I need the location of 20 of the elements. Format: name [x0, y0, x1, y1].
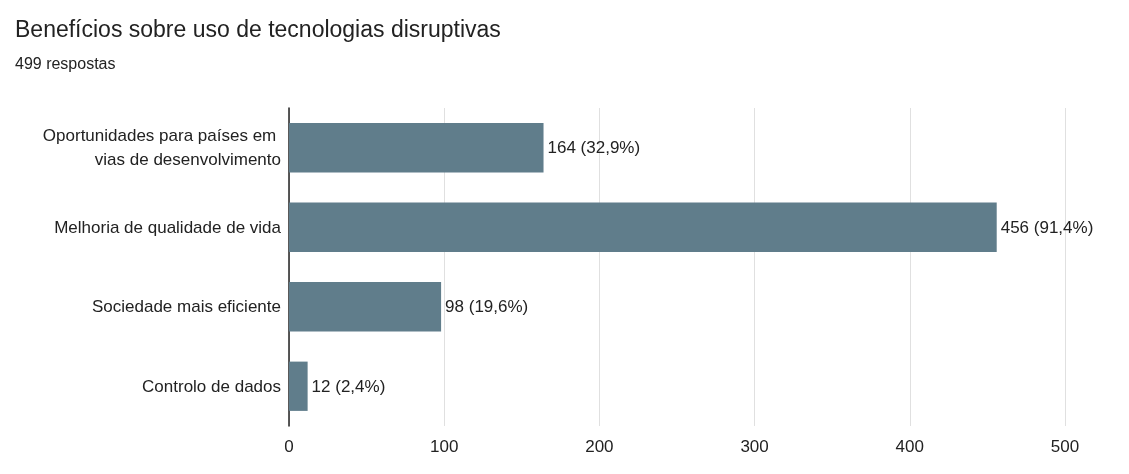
x-tick-label: 500 — [1050, 437, 1080, 456]
x-tick-label: 100 — [430, 437, 459, 456]
x-tick-label: 300 — [740, 437, 769, 456]
x-tick-label: 200 — [585, 437, 614, 456]
data-label: 456 (91,4%) — [1000, 217, 1094, 237]
bar — [289, 123, 544, 173]
y-tick-label: Sociedade mais eficiente — [91, 297, 281, 317]
bar — [289, 282, 442, 332]
x-tick-label: 0 — [284, 437, 294, 456]
x-tick-label: 400 — [895, 437, 924, 456]
text: 499 respostas — [15, 54, 116, 72]
data-label: 164 (32,9%) — [547, 138, 641, 158]
y-tick-label: Controlo de dados — [142, 376, 281, 396]
bar — [289, 361, 308, 411]
chart-title: Benefícios sobre uso de tecnologias disruptivas — [15, 15, 501, 42]
data-label: 12 (2,4%) — [311, 376, 386, 396]
y-tick-label: Oportunidades para países em vias de desenvolvimento — [42, 126, 281, 170]
y-tick-label: Melhoria de qualidade de vida — [54, 217, 282, 237]
bar — [289, 202, 997, 252]
data-label: 98 (19,6%) — [445, 297, 529, 317]
